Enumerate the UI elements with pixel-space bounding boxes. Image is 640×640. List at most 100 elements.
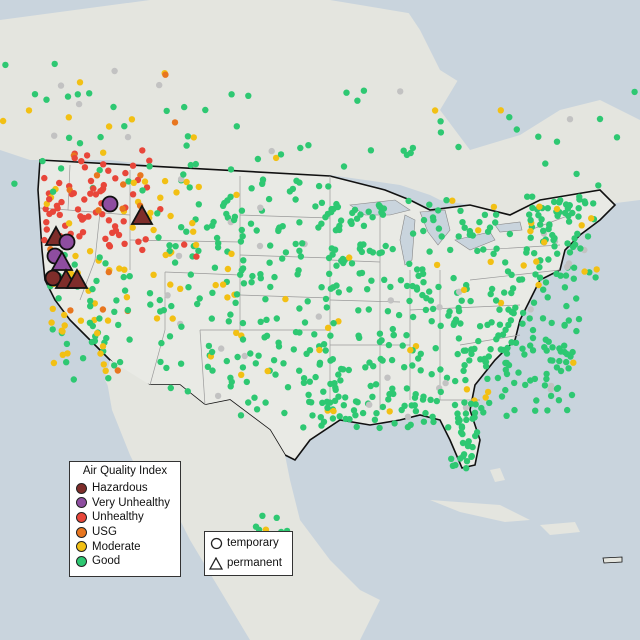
monitor-dot [471, 409, 479, 416]
monitor-dot [161, 177, 169, 185]
monitor-dot [437, 322, 444, 329]
monitor-dot [631, 88, 638, 96]
monitor-dot [542, 279, 550, 286]
monitor-dot [79, 229, 87, 236]
monitor-dot [543, 375, 550, 383]
monitor-dot [545, 338, 552, 345]
monitor-dot [536, 264, 543, 271]
monitor-dot [457, 455, 464, 462]
monitor-dot [461, 362, 468, 369]
monitor-dot [100, 161, 107, 168]
monitor-dot [452, 377, 459, 385]
monitor-dot [360, 87, 368, 94]
monitor-dot [324, 324, 332, 331]
monitor-dot [466, 357, 473, 364]
monitor-dot [492, 297, 500, 304]
monitor-dot [50, 359, 58, 367]
monitor-dot [253, 227, 260, 234]
monitor-dot [468, 350, 475, 358]
monitor-dot [0, 117, 7, 125]
monitor-dot [496, 306, 503, 313]
monitor-dot [292, 196, 299, 203]
monitor-dot [460, 347, 468, 354]
monitor-dot [409, 230, 417, 237]
monitor-dot [460, 286, 468, 294]
monitor-dot [296, 367, 303, 374]
monitor-dot [55, 295, 62, 302]
monitor-dot [300, 379, 308, 386]
monitor-dot [43, 96, 50, 103]
monitor-dot [556, 357, 563, 365]
monitor-dot [292, 328, 300, 336]
monitor-dot [202, 106, 209, 114]
monitor-dot [481, 355, 488, 362]
monitor-dot [553, 205, 561, 213]
monitor-dot [405, 197, 412, 205]
monitor-dot [530, 299, 538, 306]
monitor-dot [508, 271, 515, 278]
monitor-dot [458, 297, 465, 304]
monitor-dot [2, 61, 9, 69]
monitor-dot [105, 123, 113, 130]
monitor-dot [183, 178, 190, 186]
monitor-dot [146, 163, 153, 170]
moderate-swatch [76, 541, 87, 553]
monitor-dot [590, 200, 597, 207]
hudson-bay [400, 0, 540, 95]
monitor-dot [275, 339, 282, 346]
monitor-dot [272, 371, 279, 378]
monitor-dot [550, 236, 557, 244]
monitor-dot [166, 247, 173, 255]
monitor-dot [350, 407, 358, 414]
monitor-dot [238, 207, 246, 214]
monitor-dot [429, 305, 437, 313]
permanent-monitor-marker [65, 268, 89, 289]
monitor-dot [86, 90, 93, 97]
monitor-dot [367, 147, 375, 154]
monitor-dot [155, 234, 162, 241]
monitor-dot [502, 326, 509, 333]
monitor-dot [487, 290, 494, 298]
monitor-dot [455, 304, 462, 312]
monitor-dot [102, 367, 109, 374]
monitor-dot [452, 461, 459, 469]
monitor-dot [319, 399, 326, 406]
monitor-dot [578, 222, 585, 229]
monitor-dot [65, 114, 73, 121]
monitor-dot [376, 330, 384, 337]
monitor-dot [346, 286, 353, 293]
monitor-dot [266, 259, 273, 266]
monitor-dot [415, 355, 422, 362]
monitor-dot [128, 116, 136, 123]
monitor-dot [267, 242, 274, 249]
monitor-dot [111, 308, 118, 315]
monitor-dot [120, 273, 127, 281]
monitor-dot [586, 269, 593, 276]
monitor-dot [433, 397, 440, 405]
monitor-dot [368, 277, 375, 284]
monitor-dot [352, 398, 360, 405]
monitor-dot [342, 394, 349, 401]
monitor-dot [328, 208, 335, 216]
monitor-dot [289, 185, 297, 193]
monitor-dot [139, 147, 146, 154]
monitor-dot [432, 345, 439, 352]
monitor-dot [472, 401, 479, 408]
aqi-monitor-large-markers [44, 195, 154, 289]
monitor-dot [43, 219, 50, 226]
monitor-dot [595, 182, 602, 189]
monitor-dot [146, 157, 153, 164]
monitor-dot [469, 415, 476, 422]
monitor-dot [378, 337, 385, 344]
monitor-dot [234, 353, 241, 361]
monitor-dot [475, 337, 482, 345]
monitor-dot [129, 191, 137, 198]
monitor-dot [389, 245, 396, 253]
monitor-dot [408, 402, 415, 409]
monitor-dot [171, 259, 179, 266]
monitor-dot [584, 233, 592, 240]
monitor-dot [433, 261, 441, 269]
legend-label: USG [92, 526, 117, 539]
monitor-dot [450, 274, 457, 282]
monitor-dot [550, 198, 558, 206]
